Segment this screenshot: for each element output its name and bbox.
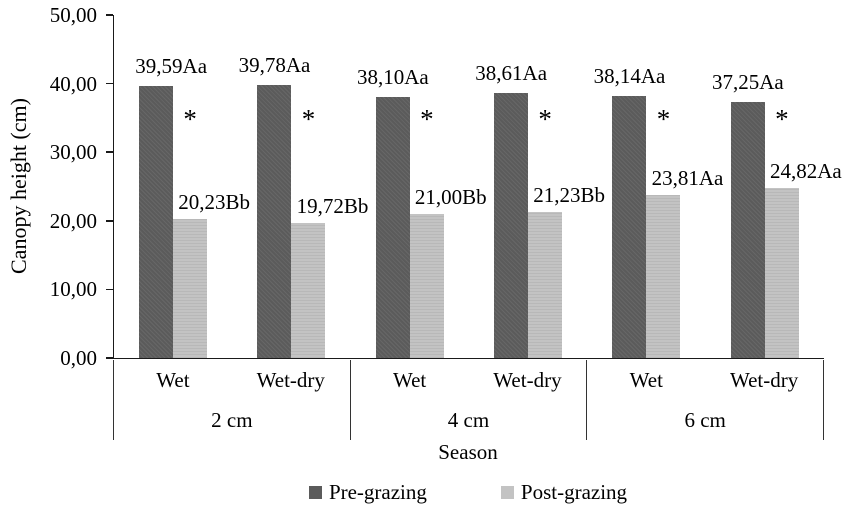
group-tick-label: 6 cm xyxy=(684,408,726,432)
pre-grazing-value-label: 38,14Aa xyxy=(593,64,666,89)
bar-pair: 38,61Aa 21,23Bb * xyxy=(469,15,605,358)
x-axis-title: Season xyxy=(438,440,498,464)
post-grazing-value-label: 24,82Aa xyxy=(769,158,842,183)
y-tick-mark xyxy=(106,220,113,222)
pre-grazing-value-label: 37,25Aa xyxy=(711,70,784,95)
post-grazing-bar xyxy=(291,222,326,358)
season-tick-label: Wet xyxy=(156,368,190,392)
post-grazing-value-label: 21,00Bb xyxy=(414,184,487,209)
bar-pair: 39,78Aa 19,72Bb * xyxy=(232,15,368,358)
category-group: Wet Wet-dry 2 cm xyxy=(114,359,351,440)
group-tick-label: 2 cm xyxy=(211,408,253,432)
significance-asterisk: * xyxy=(656,104,671,135)
post-grazing-bar xyxy=(528,212,563,358)
significance-asterisk: * xyxy=(538,104,552,135)
post-grazing-swatch-icon xyxy=(500,486,514,499)
bar-pair: 38,10Aa 21,00Bb * xyxy=(351,15,487,358)
y-tick-label: 30,00 xyxy=(49,140,97,165)
y-tick-mark xyxy=(106,14,113,16)
category-axis: Wet Wet-dry 2 cm Wet Wet-dry 4 cm Wet Wet-dry 6 … xyxy=(113,359,825,440)
post-grazing-bar xyxy=(409,213,444,358)
y-tick-label: 0,00 xyxy=(60,346,97,370)
legend-label: Post-grazing xyxy=(520,480,628,504)
legend-item-pre-grazing: Pre-grazing xyxy=(308,480,427,505)
post-grazing-value-label: 21,23Bb xyxy=(533,183,606,208)
legend: Pre-grazing Post-grazing xyxy=(113,480,823,505)
pre-grazing-value-label: 39,59Aa xyxy=(135,54,208,79)
category-group: Wet Wet-dry 6 cm xyxy=(587,359,825,440)
post-grazing-value-label: 20,23Bb xyxy=(178,190,251,215)
y-tick-label: 10,00 xyxy=(49,277,97,302)
post-grazing-bar xyxy=(764,187,799,358)
group-tick-label: 4 cm xyxy=(447,408,490,432)
category-group: Wet Wet-dry 4 cm xyxy=(351,359,588,440)
post-grazing-bar xyxy=(646,194,681,358)
post-grazing-value-label: 23,81Aa xyxy=(651,165,724,190)
pre-grazing-value-label: 38,61Aa xyxy=(475,61,548,86)
pre-grazing-bar xyxy=(612,96,647,358)
bar-pair: 38,14Aa 23,81Aa * xyxy=(587,15,723,358)
y-tick-label: 40,00 xyxy=(49,71,97,96)
plot-area: 39,59Aa 20,23Bb * 39,78Aa 19,72Bb * 38,10Aa 21,… xyxy=(113,15,842,359)
significance-asterisk: * xyxy=(301,104,316,135)
post-grazing-bar xyxy=(173,219,208,358)
season-tick-label: Wet-dry xyxy=(493,368,562,392)
y-tick-label: 20,00 xyxy=(49,208,97,233)
legend-item-post-grazing: Post-grazing xyxy=(500,480,628,505)
season-row: Wet Wet-dry xyxy=(587,360,823,402)
pre-grazing-bar xyxy=(730,102,765,358)
season-row: Wet Wet-dry xyxy=(114,360,350,402)
pre-grazing-bar xyxy=(375,96,410,358)
season-tick-label: Wet xyxy=(392,368,427,392)
post-grazing-value-label: 19,72Bb xyxy=(296,193,369,218)
pre-grazing-bar xyxy=(494,93,529,358)
y-tick-mark xyxy=(106,288,113,291)
y-tick-mark xyxy=(106,357,113,359)
pre-grazing-bar xyxy=(257,85,292,358)
pre-grazing-value-label: 38,10Aa xyxy=(356,64,429,89)
season-tick-label: Wet-dry xyxy=(256,368,325,392)
significance-asterisk: * xyxy=(420,104,434,135)
season-tick-label: Wet xyxy=(629,368,663,392)
bar-pair: 37,25Aa 24,82Aa * xyxy=(706,15,842,358)
significance-asterisk: * xyxy=(183,104,197,135)
y-tick-mark xyxy=(106,151,113,153)
season-row: Wet Wet-dry xyxy=(351,360,587,402)
significance-asterisk: * xyxy=(775,104,789,135)
bar-pair: 39,59Aa 20,23Bb * xyxy=(114,15,250,358)
pre-grazing-bar xyxy=(139,86,174,358)
y-axis: 0,00 10,00 20,00 30,00 40,00 50,00 xyxy=(0,4,113,369)
pre-grazing-value-label: 39,78Aa xyxy=(238,53,311,78)
y-tick-label: 50,00 xyxy=(49,3,97,27)
pre-grazing-swatch-icon xyxy=(308,486,322,499)
legend-label: Pre-grazing xyxy=(328,480,427,504)
y-tick-mark xyxy=(106,82,113,85)
season-tick-label: Wet-dry xyxy=(729,368,799,392)
